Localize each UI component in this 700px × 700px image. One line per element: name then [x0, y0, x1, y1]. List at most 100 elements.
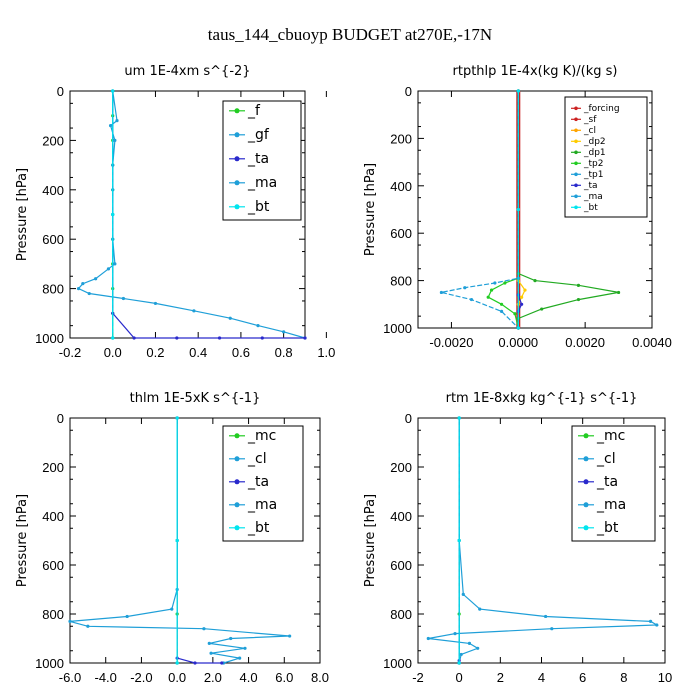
data-point	[193, 661, 197, 665]
data-point	[533, 279, 537, 283]
legend-marker	[234, 108, 240, 114]
legend-marker	[574, 139, 578, 144]
data-point	[499, 302, 504, 306]
y-axis-label: Pressure [hPa]	[363, 494, 378, 587]
x-tick-label: 0	[456, 670, 463, 685]
data-point	[457, 416, 461, 420]
legend-marker	[583, 525, 589, 531]
y-tick-label: 200	[390, 460, 412, 475]
data-point	[520, 295, 524, 299]
figure-title: taus_144_cbuoyp BUDGET at270E,-17N	[208, 25, 492, 44]
data-point	[238, 656, 242, 660]
legend-marker	[574, 172, 578, 177]
data-point	[426, 636, 430, 641]
legend-label: _ma	[247, 497, 277, 513]
data-point	[461, 592, 465, 597]
panel-1: um 1E-4xm s^{-2} Pressure [hPa] 0 200 400 600…	[15, 64, 335, 360]
legend-label: _f	[247, 103, 261, 119]
data-point	[153, 301, 158, 306]
legend-marker	[574, 161, 578, 166]
y-tick-label: 800	[42, 607, 64, 622]
y-tick-label: 400	[390, 509, 412, 524]
legend-label: _cl	[583, 126, 596, 136]
data-point	[457, 661, 461, 665]
data-point	[493, 281, 497, 285]
data-point	[516, 89, 520, 93]
legend-marker	[583, 456, 589, 462]
y-tick-label: 800	[390, 607, 412, 622]
data-point	[170, 607, 174, 611]
x-tick-label: -0.0020	[429, 335, 473, 350]
data-point	[220, 661, 224, 665]
data-point	[513, 312, 517, 316]
legend-marker	[574, 205, 578, 210]
legend-label: _ta	[583, 181, 598, 191]
series-line-tp1	[441, 91, 519, 329]
x-tick-label: 2.0	[204, 670, 222, 685]
legend-marker	[574, 150, 578, 155]
data-point	[87, 291, 91, 296]
data-point	[576, 283, 581, 287]
y-tick-label: 200	[42, 460, 64, 475]
data-point	[520, 302, 524, 306]
x-tick-label: 1.0	[317, 345, 335, 360]
data-point	[111, 336, 115, 340]
data-point	[113, 262, 117, 266]
legend-box	[564, 96, 648, 218]
data-point	[523, 288, 527, 292]
data-point	[132, 336, 136, 340]
y-axis-label: Pressure [hPa]	[363, 163, 378, 256]
x-tick-label: 6	[579, 670, 586, 685]
data-point	[106, 267, 111, 271]
data-point	[113, 138, 117, 142]
legend-label: _ta	[596, 474, 618, 490]
legend: _mc _cl _ta _ma _bt	[571, 425, 656, 542]
data-point	[111, 212, 115, 217]
data-point	[121, 296, 126, 301]
legend-label: _cl	[596, 451, 616, 467]
data-point	[76, 287, 81, 291]
y-tick-label: 0	[57, 411, 64, 426]
x-tick-label: 0.0040	[632, 335, 672, 350]
data-point	[94, 277, 98, 281]
legend-marker	[574, 183, 578, 188]
panel-title: um 1E-4xm s^{-2}	[124, 64, 250, 79]
y-tick-label: 200	[42, 133, 64, 148]
data-point	[459, 652, 463, 657]
y-tick-label: 400	[42, 509, 64, 524]
data-point	[648, 619, 653, 623]
data-point	[229, 636, 233, 641]
data-point	[81, 282, 85, 286]
legend-marker	[234, 180, 240, 186]
panel-3: thlm 1E-5xK s^{-1} Pressure [hPa] 0 200 400 6…	[15, 391, 329, 685]
data-point	[192, 309, 196, 313]
y-tick-label: 200	[390, 131, 412, 146]
data-point	[576, 297, 581, 302]
legend-label: _mc	[596, 428, 625, 444]
y-tick-label: 400	[390, 179, 412, 194]
x-tick-label: -0.2	[59, 345, 81, 360]
x-tick-label: 8.0	[311, 670, 329, 685]
y-tick-label: 800	[42, 282, 64, 297]
legend-label: _ma	[247, 175, 277, 191]
x-tick-label: 4.0	[240, 670, 258, 685]
y-tick-label: 600	[42, 232, 64, 247]
legend-label: _mc	[247, 428, 276, 444]
x-tick-label: 0.2	[146, 345, 164, 360]
x-tick-label: 0.0000	[498, 335, 538, 350]
legend-label: _sf	[583, 115, 597, 125]
x-tick-label: 0.8	[275, 345, 293, 360]
data-point	[108, 123, 113, 128]
legend-marker	[234, 525, 240, 531]
data-point	[489, 288, 494, 292]
data-point	[111, 89, 115, 93]
series-line-tp2	[487, 91, 519, 329]
x-tick-label: 6.0	[275, 670, 293, 685]
data-point	[550, 627, 554, 631]
data-point	[469, 297, 474, 302]
x-tick-label: -4.0	[95, 670, 117, 685]
data-point	[115, 119, 119, 123]
y-tick-label: 0	[405, 84, 412, 99]
data-point	[175, 661, 179, 665]
legend-marker	[574, 106, 578, 111]
